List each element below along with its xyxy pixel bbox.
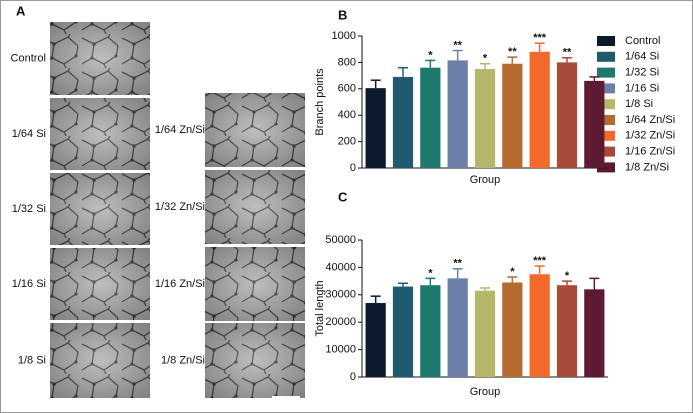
image-label: Control xyxy=(11,52,46,64)
legend-swatch xyxy=(597,162,615,173)
micrograph-shade xyxy=(50,248,150,320)
bar xyxy=(474,290,496,377)
significance: * xyxy=(428,267,433,279)
legend-label: 1/32 Zn/Si xyxy=(625,130,675,142)
y-tick-label: 40000 xyxy=(325,261,356,273)
legend-label: 1/16 Si xyxy=(625,82,659,94)
bar xyxy=(474,69,496,168)
y-tick-label: 0 xyxy=(350,162,356,174)
significance: * xyxy=(510,266,515,278)
bar xyxy=(584,80,605,168)
significance: * xyxy=(565,270,570,282)
image-label: 1/64 Si xyxy=(12,128,46,140)
bar xyxy=(556,285,578,377)
legend-label: 1/32 Si xyxy=(625,67,659,79)
micrograph-shade xyxy=(205,93,305,167)
scale-bar xyxy=(272,396,300,399)
legend-label: 1/16 Zn/Si xyxy=(625,146,675,158)
bar xyxy=(447,60,468,168)
image-label: 1/16 Zn/Si xyxy=(155,278,205,290)
bar xyxy=(529,274,550,377)
panel-label: B xyxy=(338,7,347,22)
y-tick-label: 50000 xyxy=(325,234,356,246)
y-tick-label: 600 xyxy=(338,83,356,95)
significance: ** xyxy=(563,47,572,59)
y-tick-label: 30000 xyxy=(325,289,356,301)
bar xyxy=(392,76,414,168)
y-tick-label: 20000 xyxy=(325,316,356,328)
bar xyxy=(447,278,468,377)
legend-swatch xyxy=(597,115,615,125)
legend-label: Control xyxy=(625,35,660,47)
legend-label: 1/64 Si xyxy=(625,51,659,63)
legend-swatch xyxy=(597,51,615,62)
y-tick-label: 400 xyxy=(338,109,356,121)
bar xyxy=(502,282,523,377)
micrograph-shade xyxy=(50,173,150,245)
y-tick-label: 0 xyxy=(350,371,356,383)
significance: ** xyxy=(508,46,517,58)
bar xyxy=(556,62,578,168)
legend-swatch xyxy=(597,36,615,46)
bar xyxy=(365,88,386,168)
legend-swatch xyxy=(597,99,615,110)
image-label: 1/8 Zn/Si xyxy=(161,354,205,366)
significance: * xyxy=(428,49,433,61)
micrograph-shade xyxy=(50,22,150,95)
image-label: 1/8 Si xyxy=(18,354,46,366)
legend-swatch xyxy=(597,67,615,78)
significance: ** xyxy=(453,39,462,51)
legend-swatch xyxy=(597,130,615,141)
bar xyxy=(420,285,441,377)
y-axis-label: Branch points xyxy=(314,68,326,136)
y-tick-label: 800 xyxy=(338,56,356,68)
y-tick-label: 10000 xyxy=(325,344,356,356)
image-label: 1/32 Zn/Si xyxy=(155,201,205,213)
x-axis-label: Group xyxy=(470,174,501,186)
significance: *** xyxy=(533,255,547,267)
bar xyxy=(365,303,386,377)
bar xyxy=(392,286,414,377)
legend-swatch xyxy=(597,146,615,157)
legend-swatch xyxy=(597,83,615,94)
bar xyxy=(584,289,605,377)
image-label: 1/32 Si xyxy=(12,203,46,215)
micrograph-shade xyxy=(205,247,305,321)
significance: *** xyxy=(533,32,547,44)
x-axis-label: Group xyxy=(470,386,501,398)
micrograph-shade xyxy=(205,323,305,398)
y-axis-label: Total length xyxy=(314,280,326,336)
significance: * xyxy=(483,53,488,65)
legend-label: 1/64 Zn/Si xyxy=(625,114,675,126)
image-label: 1/16 Si xyxy=(12,278,46,290)
bar xyxy=(502,63,523,168)
legend-label: 1/8 Zn/Si xyxy=(625,161,669,173)
image-label: 1/64 Zn/Si xyxy=(155,124,205,136)
y-tick-label: 200 xyxy=(338,136,356,148)
bar xyxy=(420,67,441,168)
micrograph-shade xyxy=(50,323,150,398)
bar xyxy=(529,51,550,169)
panel-label: A xyxy=(16,3,26,18)
panel-label: C xyxy=(338,189,348,204)
micrograph-shade xyxy=(205,170,305,244)
significance: ** xyxy=(453,258,462,270)
legend-label: 1/8 Si xyxy=(625,98,653,110)
micrograph-shade xyxy=(50,98,150,170)
y-tick-label: 1000 xyxy=(332,30,356,42)
